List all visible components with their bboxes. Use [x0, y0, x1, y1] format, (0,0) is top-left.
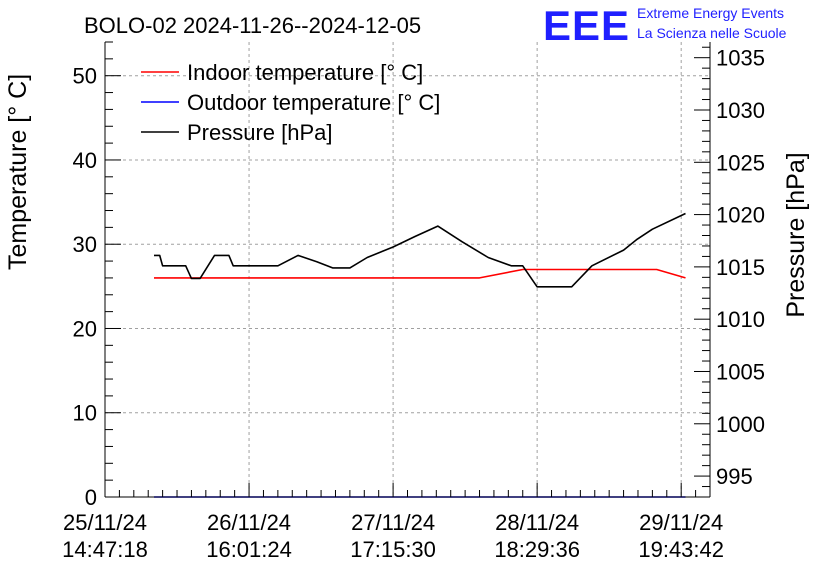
y-right-tick-label: 1010: [716, 307, 765, 332]
y-left-tick-label: 50: [73, 64, 97, 89]
brand-logo: EEE: [543, 2, 630, 49]
y-left-tick-label: 0: [85, 485, 97, 510]
y-left-tick-label: 20: [73, 316, 97, 341]
legend-label-1: Outdoor temperature [° C]: [187, 90, 440, 115]
grid: [105, 42, 710, 497]
y-right-tick-label: 1000: [716, 412, 765, 437]
x-tick-label-date: 29/11/24: [639, 510, 723, 535]
x-tick-label-time: 18:29:36: [494, 537, 580, 562]
legend: Indoor temperature [° C] Outdoor temperat…: [141, 60, 440, 145]
series-line-indoor-temperature-c: [154, 268, 686, 279]
x-tick-label-date: 27/11/24: [351, 510, 435, 535]
y-right-tick-label: 1035: [716, 46, 765, 71]
series-line-pressure-hpa: [154, 212, 686, 288]
y-axis-title-left: Temperature [° C]: [4, 74, 32, 270]
chart-title: BOLO-02 2024-11-26--2024-12-05: [84, 13, 421, 38]
brand-line-1: Extreme Energy Events: [637, 5, 784, 21]
y-right-tick-label: 1005: [716, 359, 765, 384]
y-right-tick-label: 1020: [716, 203, 765, 228]
x-tick-label-date: 28/11/24: [495, 510, 579, 535]
y-right-tick-label: 1030: [716, 98, 765, 123]
y-left-tick-label: 10: [73, 401, 97, 426]
x-tick-label-time: 17:15:30: [350, 537, 436, 562]
x-tick-label-date: 26/11/24: [207, 510, 291, 535]
x-tick-label-time: 19:43:42: [638, 537, 724, 562]
x-tick-label-time: 14:47:18: [62, 537, 148, 562]
brand-line-2: La Scienza nelle Scuole: [637, 25, 787, 41]
legend-label-2: Pressure [hPa]: [187, 120, 333, 145]
legend-label-0: Indoor temperature [° C]: [187, 60, 423, 85]
x-tick-label-date: 25/11/24: [63, 510, 147, 535]
y-left-tick-label: 30: [73, 232, 97, 257]
x-tick-label-time: 16:01:24: [206, 537, 292, 562]
y-left-tick-label: 40: [73, 148, 97, 173]
y-right-tick-label: 995: [716, 464, 753, 489]
y-axis-title-right: Pressure [hPa]: [782, 152, 810, 317]
y-right-tick-label: 1025: [716, 150, 765, 175]
y-right-tick-label: 1015: [716, 255, 765, 280]
